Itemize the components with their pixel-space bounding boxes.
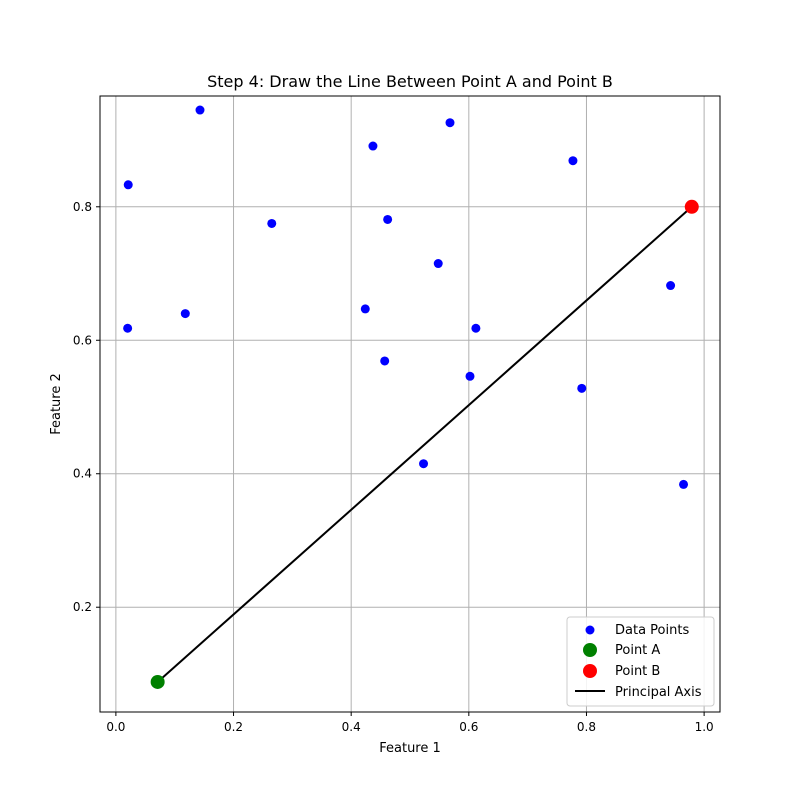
series-line-principal-axis (156, 206, 693, 683)
y-tick-label: 0.2 (73, 600, 92, 614)
point-data-points (267, 218, 277, 228)
point-data-points (368, 141, 378, 151)
y-tick-label: 0.4 (73, 467, 92, 481)
point-point-b (684, 199, 699, 214)
legend-marker-point-a (583, 643, 597, 657)
point-data-points (180, 309, 190, 319)
point-layer (123, 105, 699, 689)
point-data-points (445, 118, 455, 128)
point-data-points (568, 156, 578, 166)
legend-marker-point-b (583, 664, 597, 678)
x-axis-label: Feature 1 (379, 741, 441, 756)
point-data-points (419, 459, 429, 469)
x-tick-label: 0.6 (459, 720, 478, 734)
legend-label-point-b: Point B (615, 664, 660, 679)
legend-label-principal-axis: Principal Axis (615, 685, 702, 700)
line-layer (156, 206, 693, 683)
y-tick-label: 0.6 (73, 333, 92, 347)
point-data-points (679, 479, 689, 489)
point-data-points (123, 180, 133, 190)
y-tick-label: 0.8 (73, 200, 92, 214)
point-data-points (123, 323, 133, 333)
legend-label-data-points: Data Points (615, 623, 689, 638)
legend-marker-data-points (585, 625, 595, 635)
point-data-points (471, 323, 481, 333)
chart-title: Step 4: Draw the Line Between Point A an… (207, 72, 613, 91)
grid-layer (100, 96, 720, 712)
legend-label-point-a: Point A (615, 643, 660, 658)
point-point-a (150, 674, 165, 689)
x-tick-label: 0.2 (224, 720, 243, 734)
legend-box (566, 616, 715, 707)
y-axis-label: Feature 2 (49, 373, 64, 435)
point-data-points (666, 281, 676, 291)
point-data-points (383, 214, 393, 224)
tick-layer: 0.0 0.2 0.4 0.6 0.8 1.0 0.2 0.4 0.6 0.8 (73, 200, 714, 734)
point-data-points (360, 304, 370, 314)
plot-frame (99, 95, 721, 713)
x-tick-label: 1.0 (695, 720, 714, 734)
point-data-points (577, 383, 587, 393)
x-tick-label: 0.0 (106, 720, 125, 734)
point-data-points (433, 259, 443, 269)
point-data-points (380, 356, 390, 366)
x-tick-label: 0.8 (577, 720, 596, 734)
point-data-points (465, 371, 475, 381)
legend: Data Points Point A Point B Principal Ax… (566, 616, 715, 707)
x-tick-label: 0.4 (342, 720, 361, 734)
point-data-points (195, 105, 205, 115)
